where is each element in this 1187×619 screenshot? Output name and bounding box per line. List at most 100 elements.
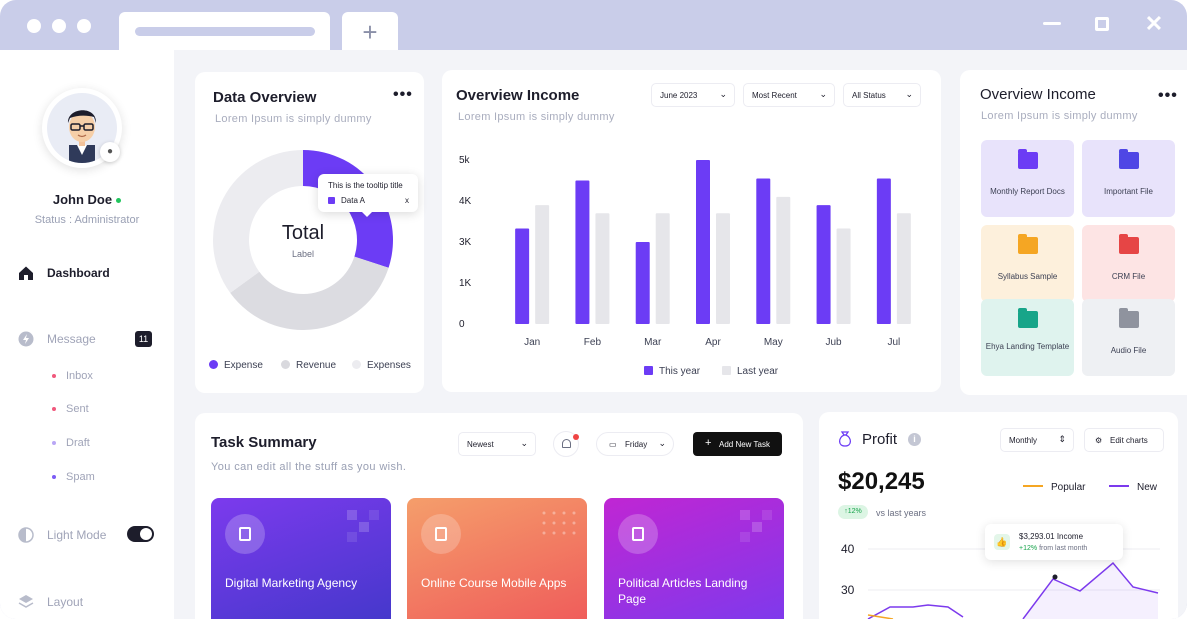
folder-icon <box>1018 149 1038 169</box>
donut-slice-revenue[interactable] <box>230 256 389 330</box>
bar-last-year-mar[interactable] <box>655 213 670 324</box>
day-select[interactable]: ▭ Friday ⌄ <box>596 432 674 456</box>
bar-last-year-jan[interactable] <box>535 205 550 324</box>
avatar[interactable]: ● <box>42 88 122 168</box>
edit-charts-button[interactable]: ⚙ Edit charts <box>1084 428 1164 452</box>
popular-series-line <box>867 614 894 619</box>
comparison-label: vs last years <box>876 508 927 518</box>
notification-dot <box>573 434 579 440</box>
info-icon[interactable]: i <box>908 433 921 446</box>
restore-icon[interactable] <box>1088 10 1116 38</box>
bar-this-year-apr[interactable] <box>696 160 710 324</box>
light-mode-toggle[interactable] <box>127 526 154 542</box>
legend-swatch-icon <box>722 366 731 375</box>
browser-tab-active[interactable] <box>119 12 330 52</box>
bar-last-year-may[interactable] <box>776 196 791 324</box>
chevron-down-icon: ⌄ <box>719 89 727 99</box>
sort-select[interactable]: Newest ⌄ <box>458 432 536 456</box>
select-value: Most Recent <box>752 91 797 100</box>
new-series-line <box>867 604 964 619</box>
sidebar: ● John Doe Status : Administrator Dashbo… <box>0 50 174 619</box>
file-tile[interactable]: Syllabus Sample <box>981 225 1074 302</box>
bar-this-year-feb[interactable] <box>575 180 590 325</box>
bar-last-year-feb[interactable] <box>595 213 610 324</box>
user-role: Status : Administrator <box>34 214 140 226</box>
month-select[interactable]: June 2023 ⌄ <box>651 83 735 107</box>
bar-last-year-jub[interactable] <box>836 228 851 324</box>
y-tick-label: 0 <box>459 319 465 330</box>
user-name: John Doe <box>0 192 174 207</box>
period-select[interactable]: Monthly ⇕ <box>1000 428 1074 452</box>
y-tick-label: 5k <box>459 155 471 166</box>
user-icon[interactable]: ● <box>100 142 120 162</box>
more-options-icon[interactable]: ••• <box>1158 87 1178 104</box>
bar-last-year-apr[interactable] <box>716 213 730 324</box>
tooltip-title: This is the tooltip title <box>328 181 403 190</box>
file-label: Ehya Landing Template <box>985 342 1070 351</box>
mobile-icon <box>421 514 461 554</box>
bar-this-year-mar[interactable] <box>635 242 650 324</box>
legend-new: New <box>1109 482 1157 493</box>
status-select[interactable]: All Status ⌄ <box>843 83 921 107</box>
sort-select[interactable]: Most Recent ⌄ <box>743 83 835 107</box>
income-tooltip: 👍 $3,293.01 Income +12% from last month <box>985 524 1123 560</box>
nav-message-label: Message <box>47 332 96 346</box>
file-tile[interactable]: Monthly Report Docs <box>981 140 1074 217</box>
card-title: Data Overview <box>213 89 317 106</box>
window-titlebar: + ✕ <box>0 0 1187 52</box>
data-overview-card: Data Overview ••• Lorem Ipsum is simply … <box>195 72 424 393</box>
tooltip-close-icon[interactable]: x <box>405 196 409 205</box>
chevron-down-icon: ⌄ <box>658 438 666 448</box>
notification-bell-icon[interactable] <box>553 431 579 457</box>
legend-swatch-icon <box>209 360 218 369</box>
bullet-icon <box>52 374 56 378</box>
more-options-icon[interactable]: ••• <box>393 86 413 103</box>
bolt-icon <box>18 331 34 347</box>
folder-icon <box>1119 149 1139 169</box>
minimize-icon[interactable] <box>1038 10 1066 38</box>
file-tile[interactable]: Important File <box>1082 140 1175 217</box>
sub-nav-label: Sent <box>66 403 89 415</box>
file-tile[interactable]: Ehya Landing Template <box>981 299 1074 376</box>
file-tile[interactable]: CRM File <box>1082 225 1175 302</box>
task-card-title: Political Articles Landing Page <box>618 576 748 606</box>
avatar-image <box>47 93 117 163</box>
nav-light-mode-label: Light Mode <box>47 528 107 542</box>
bar-this-year-jan[interactable] <box>515 228 530 324</box>
bar-this-year-jul[interactable] <box>876 178 891 324</box>
bar-this-year-jub[interactable] <box>816 205 831 324</box>
task-card[interactable]: Online Course Mobile Apps <box>407 498 587 619</box>
legend-label: Revenue <box>296 360 337 371</box>
dots-decoration <box>542 511 576 535</box>
home-icon <box>19 266 33 280</box>
add-new-task-button[interactable]: + Add New Task <box>693 432 782 456</box>
window-dot-icon[interactable] <box>52 19 66 33</box>
donut-slice-expenses[interactable] <box>213 150 303 293</box>
bar-last-year-jul[interactable] <box>896 213 911 324</box>
bar-this-year-may[interactable] <box>756 178 771 324</box>
close-icon[interactable]: ✕ <box>1144 11 1164 36</box>
message-count-badge: 11 <box>135 331 152 347</box>
legend-expense: Expense <box>209 360 263 371</box>
window-dot-icon[interactable] <box>77 19 91 33</box>
x-tick-label: May <box>764 337 783 348</box>
task-card[interactable]: Political Articles Landing Page <box>604 498 784 619</box>
task-card[interactable]: Digital Marketing Agency <box>211 498 391 619</box>
sub-nav-label: Spam <box>66 471 95 483</box>
file-label: Monthly Report Docs <box>990 187 1065 196</box>
x-tick-label: Jub <box>826 337 843 348</box>
bullet-icon <box>52 441 56 445</box>
new-tab-button[interactable]: + <box>342 12 398 52</box>
tooltip-arrow <box>362 212 372 217</box>
dashboard-app: ● John Doe Status : Administrator Dashbo… <box>0 50 1187 619</box>
donut-center-title: Total <box>281 222 325 244</box>
card-title: Overview Income <box>980 86 1096 103</box>
card-subtitle: You can edit all the stuff as you wish. <box>211 461 407 473</box>
legend-label: Expenses <box>367 360 411 371</box>
change-badge: ↑12% <box>838 505 868 519</box>
window-dot-icon[interactable] <box>27 19 41 33</box>
file-tile[interactable]: Audio File <box>1082 299 1175 376</box>
pattern-decoration <box>740 510 772 542</box>
y-tick-label: 30 <box>841 583 855 597</box>
